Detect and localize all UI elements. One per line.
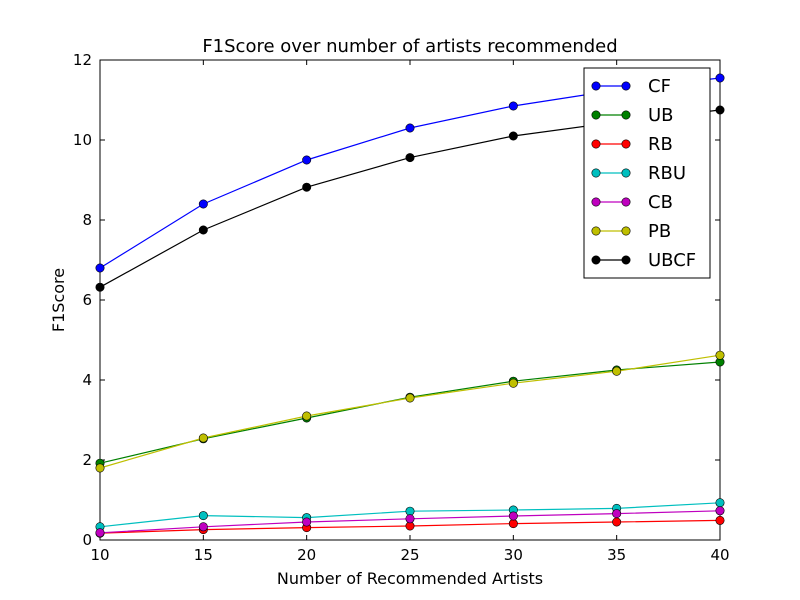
legend-label-pb: PB bbox=[648, 221, 671, 242]
data-point-rb bbox=[612, 517, 622, 527]
data-point-rb bbox=[508, 519, 518, 529]
x-tick-label: 10 bbox=[90, 546, 109, 564]
legend-marker-cb bbox=[591, 197, 601, 207]
data-point-cb bbox=[508, 511, 518, 521]
legend-marker-rbu bbox=[621, 168, 631, 178]
x-tick-label: 15 bbox=[194, 546, 213, 564]
legend-label-rbu: RBU bbox=[648, 163, 686, 184]
data-point-cb bbox=[302, 517, 312, 527]
legend-marker-ubcf bbox=[621, 255, 631, 265]
chart-title: F1Score over number of artists recommend… bbox=[202, 36, 617, 57]
legend-marker-ub bbox=[591, 110, 601, 120]
data-point-ubcf bbox=[508, 131, 518, 141]
data-point-rb bbox=[715, 515, 725, 525]
data-point-ubcf bbox=[95, 282, 105, 292]
data-point-pb bbox=[405, 393, 415, 403]
data-point-pb bbox=[508, 378, 518, 388]
legend-marker-pb bbox=[621, 226, 631, 236]
data-point-pb bbox=[715, 350, 725, 360]
legend-label-ubcf: UBCF bbox=[648, 250, 696, 271]
data-point-pb bbox=[612, 366, 622, 376]
legend-marker-cf bbox=[621, 81, 631, 91]
legend-label-ub: UB bbox=[648, 105, 674, 126]
data-point-cf bbox=[95, 263, 105, 273]
data-point-cb bbox=[612, 509, 622, 519]
legend-marker-rbu bbox=[591, 168, 601, 178]
y-axis-label: F1Score bbox=[49, 268, 68, 332]
y-tick-label: 6 bbox=[82, 291, 92, 309]
data-point-cf bbox=[302, 155, 312, 165]
data-point-ubcf bbox=[405, 153, 415, 163]
data-point-cf bbox=[198, 199, 208, 209]
data-point-pb bbox=[95, 463, 105, 473]
data-point-cf bbox=[715, 73, 725, 83]
data-point-rbu bbox=[198, 511, 208, 521]
legend-marker-cf bbox=[591, 81, 601, 91]
data-point-cb bbox=[715, 506, 725, 516]
data-point-cb bbox=[405, 514, 415, 524]
data-point-ubcf bbox=[198, 225, 208, 235]
legend: CF UB RB RBU CB PB UBCF bbox=[583, 67, 711, 279]
y-tick-label: 0 bbox=[82, 531, 92, 549]
legend-label-cf: CF bbox=[648, 76, 671, 97]
data-point-rbu bbox=[405, 506, 415, 516]
data-point-cb bbox=[95, 528, 105, 538]
data-point-ubcf bbox=[715, 105, 725, 115]
data-point-ubcf bbox=[302, 182, 312, 192]
x-tick-label: 35 bbox=[607, 546, 626, 564]
legend-marker-pb bbox=[591, 226, 601, 236]
data-point-cb bbox=[198, 522, 208, 532]
y-tick-label: 8 bbox=[82, 211, 92, 229]
legend-marker-rb bbox=[591, 139, 601, 149]
data-point-rbu bbox=[715, 498, 725, 508]
x-tick-label: 40 bbox=[710, 546, 729, 564]
x-tick-label: 30 bbox=[504, 546, 523, 564]
legend-label-cb: CB bbox=[648, 192, 673, 213]
y-tick-label: 12 bbox=[73, 51, 92, 69]
data-point-pb bbox=[302, 411, 312, 421]
y-tick-label: 10 bbox=[73, 131, 92, 149]
legend-marker-ubcf bbox=[591, 255, 601, 265]
x-tick-label: 20 bbox=[297, 546, 316, 564]
legend-label-rb: RB bbox=[648, 134, 673, 155]
y-tick-label: 2 bbox=[82, 451, 92, 469]
legend-marker-rb bbox=[621, 139, 631, 149]
legend-marker-ub bbox=[621, 110, 631, 120]
x-tick-label: 25 bbox=[400, 546, 419, 564]
data-point-pb bbox=[198, 433, 208, 443]
data-point-cf bbox=[508, 101, 518, 111]
data-point-cf bbox=[405, 123, 415, 133]
x-axis-label: Number of Recommended Artists bbox=[277, 569, 543, 588]
legend-marker-cb bbox=[621, 197, 631, 207]
y-tick-label: 4 bbox=[82, 371, 92, 389]
